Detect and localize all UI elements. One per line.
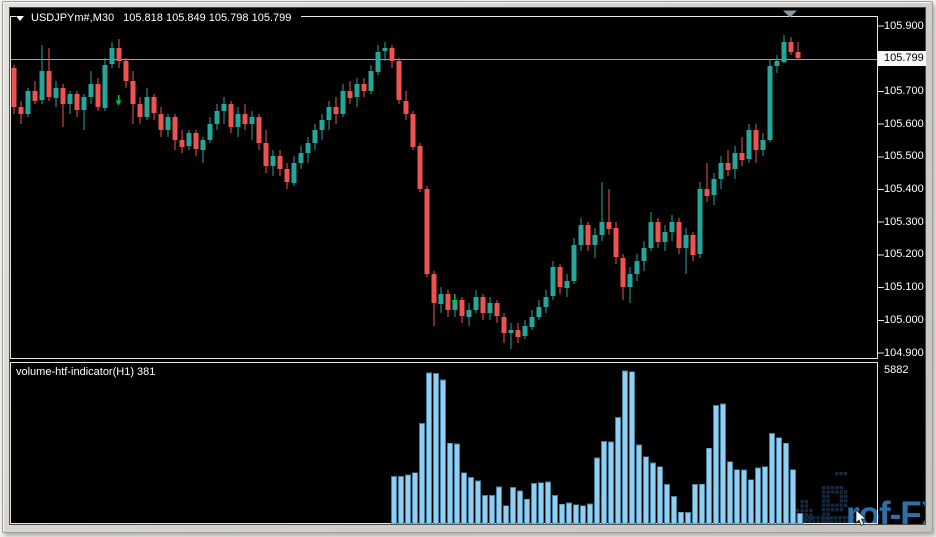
price-axis-label: 105.600	[884, 118, 924, 130]
price-axis-label: 105.400	[884, 183, 924, 195]
price-axis-label: 105.900	[884, 20, 924, 32]
price-axis-label: 105.100	[884, 281, 924, 293]
symbol-name: USDJPYm#,M30	[31, 12, 115, 24]
symbol-dropdown-triangle-icon[interactable]	[16, 15, 24, 21]
price-axis-label: 105.300	[884, 216, 924, 228]
price-axis-label: 105.700	[884, 85, 924, 97]
price-axis-label: 105.000	[884, 314, 924, 326]
symbol-title: USDJPYm#,M30 105.818 105.849 105.798 105.…	[16, 12, 302, 26]
indicator-label: volume-htf-indicator(H1) 381	[16, 366, 156, 379]
price-axis-label: 105.500	[884, 150, 924, 162]
price-axis-label: 104.900	[884, 347, 924, 359]
price-axis-label: 105.200	[884, 248, 924, 260]
current-price-label: 105.799	[878, 51, 926, 66]
volume-scale-max: 5882	[884, 364, 909, 376]
ohlc-values: 105.818 105.849 105.798 105.799	[123, 12, 292, 24]
